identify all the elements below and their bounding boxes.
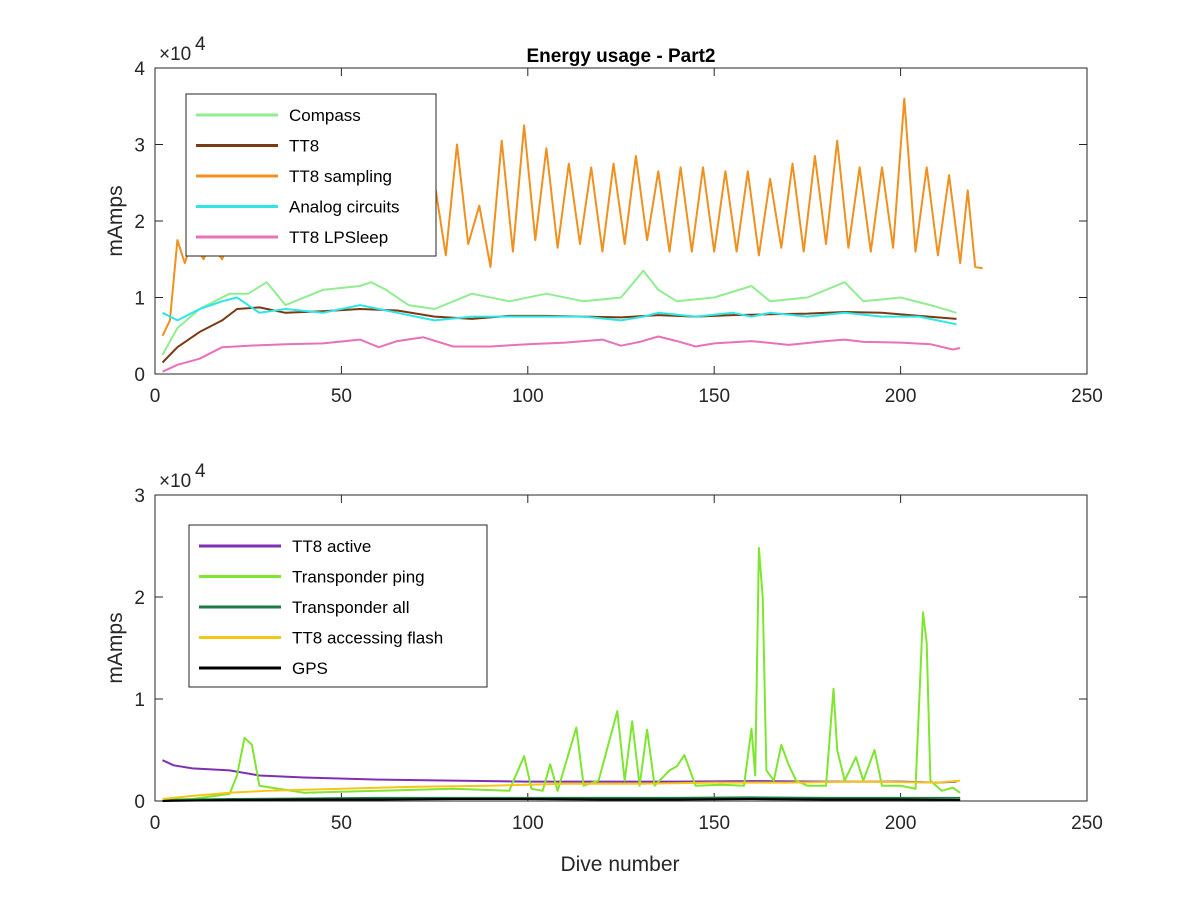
x-tick-label: 200 — [885, 386, 917, 407]
x-tick-label: 250 — [1071, 813, 1103, 834]
y-axis-label: mAmps — [104, 612, 127, 683]
y-exponent-power: 4 — [195, 34, 206, 55]
legend-entry-label: TT8 active — [292, 537, 371, 556]
y-tick-label: 2 — [134, 588, 145, 609]
legend-entry-label: Analog circuits — [289, 198, 400, 217]
y-tick-label: 2 — [134, 212, 145, 233]
x-tick-label: 50 — [331, 813, 352, 834]
series-line — [162, 547, 961, 801]
series-line — [162, 335, 961, 373]
y-tick-label: 0 — [134, 792, 145, 813]
series-line — [161, 269, 957, 356]
legend-entry-label: Compass — [289, 106, 361, 125]
legend-entry-label: TT8 sampling — [289, 167, 392, 186]
y-axis-label: mAmps — [104, 185, 127, 256]
y-tick-label: 0 — [134, 365, 145, 386]
x-tick-label: 100 — [512, 813, 544, 834]
legend-entry-label: Transponder ping — [292, 568, 425, 587]
y-exponent-power: 4 — [195, 461, 206, 482]
x-tick-label: 150 — [698, 386, 730, 407]
y-exponent-label: ×10 — [159, 44, 191, 65]
x-tick-label: 250 — [1071, 386, 1103, 407]
legend-entry-label: Transponder all — [292, 598, 410, 617]
y-tick-label: 3 — [134, 136, 145, 157]
legend-entry-label: TT8 accessing flash — [292, 629, 443, 648]
y-tick-label: 1 — [134, 289, 145, 310]
legend-entry-label: TT8 LPSleep — [289, 228, 388, 247]
x-axis-label: Dive number — [560, 853, 679, 876]
y-tick-label: 4 — [134, 59, 145, 80]
x-tick-label: 50 — [331, 386, 352, 407]
series-line — [162, 798, 961, 802]
bottom-chart-panel: 0 50 100 150 200 250 0 1 2 3 ×10 4 mAmps Dive number T… — [104, 461, 1103, 876]
y-exponent-label: ×10 — [159, 471, 191, 492]
y-tick-label: 1 — [134, 690, 145, 711]
chart-title: Energy usage - Part2 — [526, 46, 715, 67]
x-tick-label: 0 — [150, 386, 161, 407]
x-tick-label: 200 — [885, 813, 917, 834]
legend-entry-label: GPS — [292, 659, 328, 678]
x-tick-label: 100 — [512, 386, 544, 407]
y-tick-label: 3 — [134, 486, 145, 507]
series-line — [162, 779, 961, 800]
x-tick-label: 0 — [150, 813, 161, 834]
x-tick-label: 150 — [698, 813, 730, 834]
legend-entry-label: TT8 — [289, 137, 319, 156]
series-line — [162, 296, 957, 326]
